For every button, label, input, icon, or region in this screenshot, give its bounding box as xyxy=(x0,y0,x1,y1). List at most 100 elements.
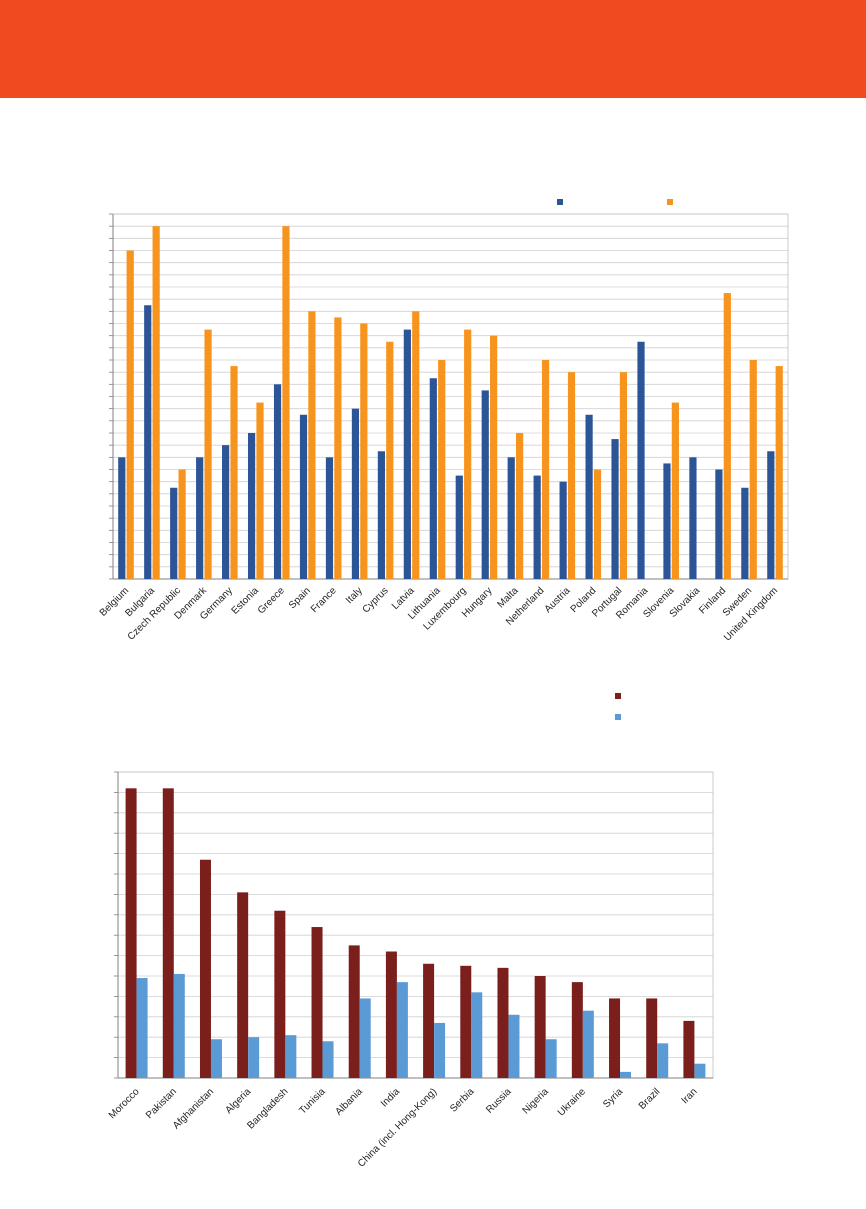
bar xyxy=(282,226,290,579)
bar xyxy=(694,1063,706,1078)
bar xyxy=(385,951,397,1078)
bar xyxy=(325,457,334,579)
bar xyxy=(689,457,697,579)
bar xyxy=(663,463,671,579)
category-label: Greece xyxy=(256,585,287,616)
bar xyxy=(396,982,408,1078)
bar xyxy=(646,998,658,1078)
bar xyxy=(609,998,621,1078)
gridlines xyxy=(114,771,713,1079)
bar xyxy=(334,317,342,579)
category-label: Serbia xyxy=(448,1086,477,1115)
bar xyxy=(749,360,757,579)
bar xyxy=(516,433,524,579)
bar xyxy=(274,910,286,1078)
category-label: Estonia xyxy=(230,585,262,617)
bar xyxy=(322,1041,334,1078)
bar xyxy=(534,976,546,1078)
bar xyxy=(671,402,679,579)
category-label: France xyxy=(309,585,339,615)
category-label: Iran xyxy=(680,1086,700,1106)
category-label: Ukraine xyxy=(556,1086,588,1118)
bar xyxy=(308,311,316,579)
bar xyxy=(683,1020,695,1078)
bar xyxy=(657,1043,669,1078)
bar xyxy=(144,305,152,579)
bar xyxy=(248,1037,260,1078)
legend-marker xyxy=(615,693,621,699)
category-label: Syria xyxy=(601,1086,625,1110)
category-label: Albania xyxy=(333,1086,365,1118)
bar xyxy=(507,457,515,579)
bar xyxy=(490,335,498,579)
category-label: Cyprus xyxy=(361,585,391,615)
bar xyxy=(497,967,509,1078)
bar xyxy=(775,366,783,579)
bar xyxy=(637,341,645,579)
bar xyxy=(571,982,583,1078)
bar xyxy=(152,226,160,579)
bar xyxy=(360,323,368,579)
bars xyxy=(118,226,783,579)
bar xyxy=(619,372,628,579)
bar xyxy=(481,390,489,579)
bar xyxy=(348,945,360,1078)
bar xyxy=(438,360,446,579)
bar xyxy=(464,329,472,579)
bar xyxy=(620,1071,632,1078)
bar xyxy=(377,451,385,579)
category-label: Austria xyxy=(543,585,573,615)
bar xyxy=(162,788,174,1078)
bar xyxy=(429,378,437,579)
bar xyxy=(273,384,282,579)
bar xyxy=(204,329,212,579)
bar xyxy=(359,998,371,1078)
bar xyxy=(611,439,619,579)
category-label: Tunisia xyxy=(297,1086,328,1117)
bar xyxy=(582,1010,594,1078)
bar xyxy=(455,475,463,579)
bar xyxy=(125,788,137,1078)
category-label: India xyxy=(379,1086,402,1109)
bar xyxy=(126,250,134,579)
category-label: Morocco xyxy=(107,1086,142,1121)
bar xyxy=(237,892,249,1078)
bar xyxy=(541,360,550,579)
legend-marker xyxy=(615,714,621,720)
bar xyxy=(545,1039,557,1078)
bar xyxy=(471,992,483,1078)
bar xyxy=(585,414,593,579)
bar xyxy=(508,1014,520,1078)
bar xyxy=(559,481,567,579)
bar xyxy=(178,469,186,579)
bar xyxy=(715,469,723,579)
bar xyxy=(767,451,775,579)
bar xyxy=(386,341,394,579)
bar xyxy=(222,445,230,579)
bar xyxy=(199,859,211,1078)
bar xyxy=(196,457,204,579)
bar xyxy=(412,311,420,579)
bar xyxy=(434,1022,446,1078)
bar xyxy=(173,973,185,1078)
header-band xyxy=(0,0,866,98)
bar xyxy=(210,1039,222,1078)
bar xyxy=(256,402,264,579)
bar xyxy=(533,475,541,579)
category-label: Brazil xyxy=(637,1086,662,1111)
category-label: Nigeria xyxy=(521,1086,551,1116)
bars xyxy=(125,788,706,1078)
bar xyxy=(136,978,148,1078)
bar xyxy=(403,329,411,579)
bar xyxy=(170,487,178,579)
bar xyxy=(593,469,602,579)
category-label: Algeria xyxy=(223,1086,253,1116)
bar xyxy=(247,433,256,579)
category-label: Pakistan xyxy=(144,1086,179,1121)
bar xyxy=(460,965,472,1078)
legend-marker xyxy=(557,199,563,205)
bar xyxy=(311,927,323,1078)
bar xyxy=(723,293,731,579)
